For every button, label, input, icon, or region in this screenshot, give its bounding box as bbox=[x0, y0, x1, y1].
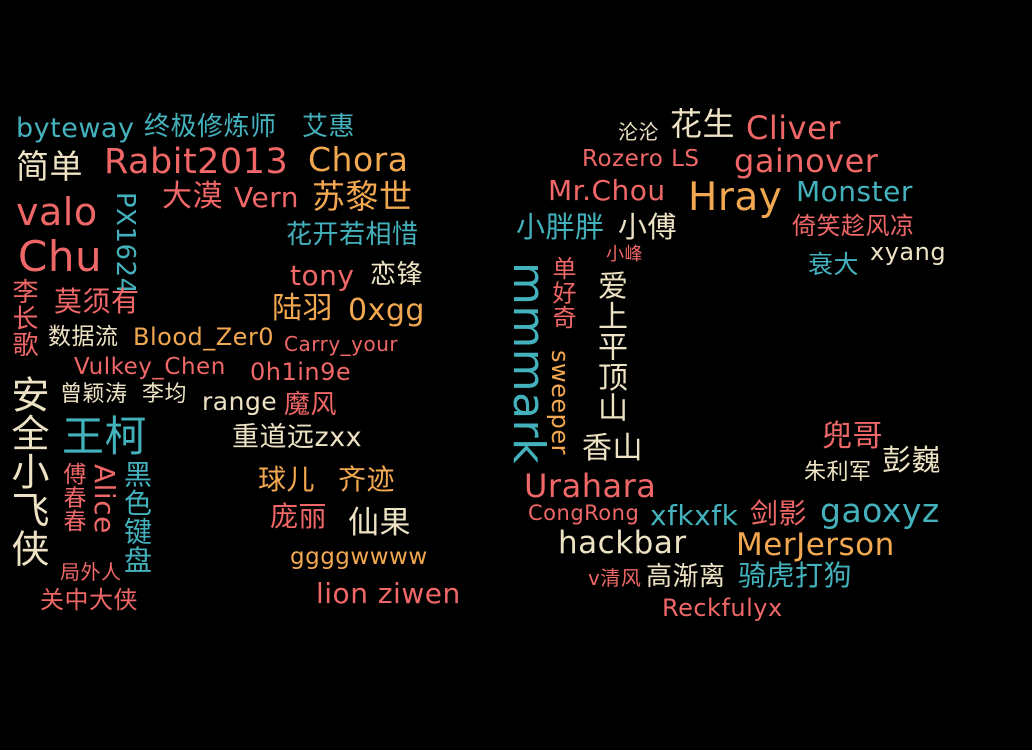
word-chunchun: 傅春春 bbox=[59, 462, 85, 533]
word-moxuyou: 莫须有 bbox=[54, 285, 140, 318]
word-gaoxyz: gaoxyz bbox=[820, 491, 940, 530]
word-chora: Chora bbox=[308, 140, 409, 179]
word-lunlun: 沦沦 bbox=[618, 120, 659, 144]
word-jiandan: 简单 bbox=[16, 147, 83, 186]
word-zhongji: 终极修炼师 bbox=[144, 112, 277, 142]
word-jianying: 剑影 bbox=[750, 497, 808, 530]
word-gaojianli: 高渐离 bbox=[646, 562, 726, 592]
word-rozero: Rozero LS bbox=[582, 146, 700, 172]
word-ohin9e: 0h1in9e bbox=[250, 358, 352, 386]
word-shuaida: 衰大 bbox=[808, 250, 860, 279]
word-tony: tony bbox=[290, 259, 355, 292]
word-vqingfeng: v清风 bbox=[588, 566, 642, 590]
word-qiji: 齐迹 bbox=[338, 463, 396, 496]
word-anquan: 安全小飞侠 bbox=[5, 375, 49, 568]
word-monster: Monster bbox=[796, 175, 913, 208]
word-reckfulyx: Reckfulyx bbox=[662, 594, 783, 622]
word-blood: Blood_Zer0 bbox=[133, 323, 275, 351]
word-sweeper: sweeper bbox=[546, 350, 574, 456]
word-rabit: Rabit2013 bbox=[104, 142, 289, 182]
word-xyang: xyang bbox=[870, 238, 947, 266]
word-gainover: gainover bbox=[734, 142, 879, 180]
word-aishang: 爱上平顶山 bbox=[592, 270, 627, 423]
word-hackbar: hackbar bbox=[558, 525, 687, 561]
word-carry: Carry_your bbox=[284, 332, 399, 356]
word-huakai: 花开若相惜 bbox=[286, 220, 419, 250]
word-pengwei: 彭巍 bbox=[882, 443, 942, 477]
word-xfkxfk: xfkxfk bbox=[650, 499, 739, 532]
word-zhulijun: 朱利军 bbox=[804, 460, 872, 485]
word-xiaofu: 小傅 bbox=[618, 210, 678, 244]
word-chu: Chu bbox=[18, 232, 103, 281]
word-mmmark: mmmark bbox=[503, 262, 554, 465]
word-zengyingtao: 曾颖涛 bbox=[60, 382, 128, 407]
word-xiangshan: 香山 bbox=[582, 431, 643, 466]
word-aihui: 艾惠 bbox=[302, 112, 356, 142]
word-oxgg: 0xgg bbox=[348, 293, 425, 328]
word-lijun: 李均 bbox=[142, 382, 188, 407]
word-px1624: PX1624 bbox=[110, 192, 140, 295]
word-valo: valo bbox=[16, 190, 98, 234]
word-qihudagou: 骑虎打狗 bbox=[738, 559, 853, 592]
word-luyu: 陆羽 bbox=[272, 291, 333, 326]
word-congrong: CongRong bbox=[528, 501, 640, 525]
word-lionziwen: lion ziwen bbox=[316, 577, 461, 610]
word-byteway: byteway bbox=[16, 113, 135, 144]
word-range: range bbox=[202, 387, 278, 416]
word-xianguo: 仙果 bbox=[348, 505, 411, 541]
word-alice: Alice bbox=[88, 464, 121, 534]
word-xiaofeng: 小峰 bbox=[606, 244, 643, 265]
word-heisejianpan: 黑色键盘 bbox=[120, 460, 153, 574]
word-douge: 兜哥 bbox=[822, 419, 883, 454]
word-yixiao: 倚笑趁风凉 bbox=[792, 212, 915, 240]
word-shujuliu: 数据流 bbox=[48, 324, 119, 350]
word-chongdao: 重道远zxx bbox=[232, 422, 363, 453]
word-guanzhong: 关中大侠 bbox=[40, 586, 138, 614]
word-ggggwwww: ggggwwww bbox=[290, 544, 428, 570]
word-lichangge: 李长歌 bbox=[8, 278, 38, 358]
word-wangke: 王柯 bbox=[62, 412, 148, 461]
word-huasheng: 花生 bbox=[670, 105, 736, 143]
word-qiuer: 球儿 bbox=[258, 463, 316, 496]
word-damo: 大漠 bbox=[162, 179, 223, 214]
word-hray: Hray bbox=[688, 175, 783, 220]
word-cliver: Cliver bbox=[746, 109, 841, 147]
word-xiaopangpang: 小胖胖 bbox=[516, 210, 605, 244]
word-urahara: Urahara bbox=[524, 467, 657, 505]
word-juwairen: 局外人 bbox=[60, 560, 122, 584]
word-lianfeng: 恋锋 bbox=[370, 260, 424, 290]
word-danhaoqi: 单好奇 bbox=[548, 256, 576, 330]
word-vulkey: Vulkey_Chen bbox=[74, 354, 226, 380]
word-mrchou: Mr.Chou bbox=[548, 174, 666, 207]
word-pangli: 庞丽 bbox=[270, 500, 328, 533]
word-mofeng: 魔风 bbox=[284, 390, 338, 420]
word-merjerson: MerJerson bbox=[736, 527, 895, 563]
word-sulishi: 苏黎世 bbox=[312, 177, 413, 216]
word-vern: Vern bbox=[234, 181, 299, 214]
